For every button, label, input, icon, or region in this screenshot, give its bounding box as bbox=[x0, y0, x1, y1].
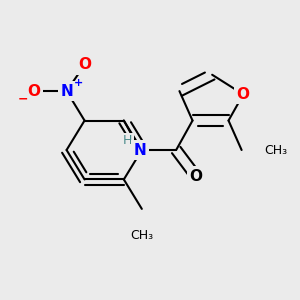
Text: O: O bbox=[27, 84, 40, 99]
Text: +: + bbox=[74, 78, 82, 88]
Text: CH₃: CH₃ bbox=[265, 143, 288, 157]
Text: CH₃: CH₃ bbox=[130, 229, 153, 242]
Text: O: O bbox=[237, 87, 250, 102]
Text: O: O bbox=[78, 57, 91, 72]
Text: N: N bbox=[60, 84, 73, 99]
Text: −: − bbox=[18, 93, 28, 106]
Text: H: H bbox=[123, 134, 132, 147]
Text: O: O bbox=[189, 169, 202, 184]
Text: N: N bbox=[134, 142, 147, 158]
